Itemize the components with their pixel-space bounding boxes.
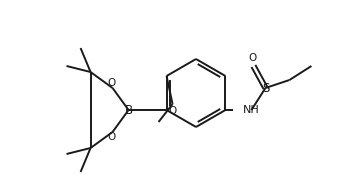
Text: O: O xyxy=(108,132,116,142)
Text: NH: NH xyxy=(243,105,259,115)
Text: S: S xyxy=(262,81,269,94)
Text: O: O xyxy=(248,53,256,63)
Text: O: O xyxy=(168,106,177,116)
Text: B: B xyxy=(125,103,133,116)
Text: O: O xyxy=(108,78,116,88)
